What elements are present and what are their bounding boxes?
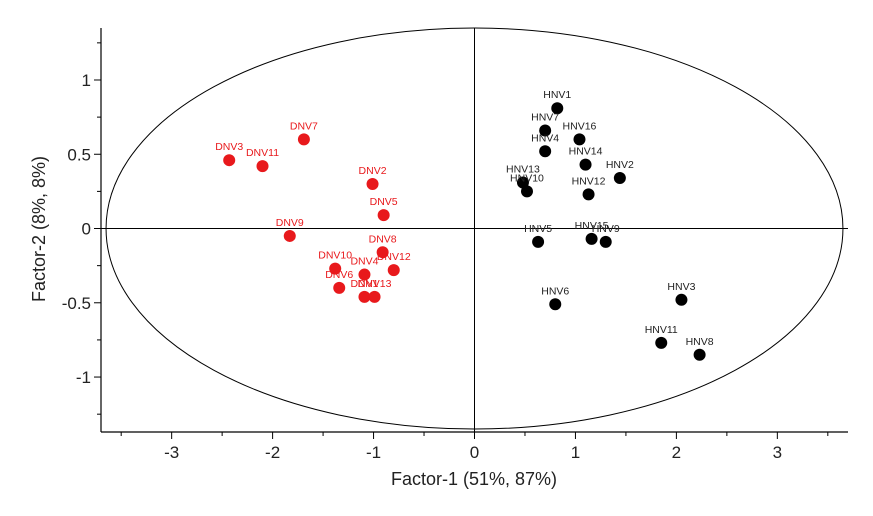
label-dnv2: DNV2: [359, 165, 387, 177]
x-tick-label: -1: [366, 443, 381, 462]
x-tick-label: -2: [265, 443, 280, 462]
label-hnv7: HNV7: [531, 111, 559, 123]
label-dnv5: DNV5: [370, 196, 398, 208]
point-hnv7: [539, 124, 552, 137]
label-hnv5: HNV5: [524, 223, 552, 235]
label-hnv4: HNV4: [531, 132, 559, 144]
point-hnv14: [579, 158, 592, 171]
x-tick-label: 0: [470, 443, 479, 462]
label-hnv3: HNV3: [667, 281, 695, 293]
label-dnv11: DNV11: [246, 147, 279, 159]
x-tick-label: 3: [773, 443, 782, 462]
point-hnv5: [532, 235, 545, 248]
point-hnv1: [551, 102, 564, 115]
label-hnv15: HNV15: [575, 220, 609, 232]
point-dnv4: [358, 268, 371, 281]
label-dnv9: DNV9: [276, 217, 304, 229]
point-hnv3: [675, 293, 688, 306]
point-dnv2: [366, 177, 379, 190]
x-tick-label: -3: [164, 443, 179, 462]
point-dnv7: [297, 133, 310, 146]
point-hnv8: [693, 348, 706, 361]
label-hnv11: HNV11: [645, 324, 678, 336]
point-dnv6: [333, 281, 346, 294]
label-hnv10: HNV10: [510, 172, 544, 184]
label-hnv1: HNV1: [543, 89, 571, 101]
label-dnv7: DNV7: [290, 120, 318, 132]
x-tick-label: 1: [571, 443, 580, 462]
label-dnv6: DNV6: [325, 269, 353, 281]
point-dnv8: [376, 246, 389, 259]
point-hnv15: [585, 232, 598, 245]
hotelling-ellipse: [105, 27, 844, 430]
y-tick-label: 0: [82, 220, 91, 239]
point-hnv10: [520, 185, 533, 198]
confidence-ellipse: [105, 27, 844, 430]
x-tick-label: 2: [672, 443, 681, 462]
point-hnv6: [549, 298, 562, 311]
point-hnv13: [516, 176, 529, 189]
point-dnv5: [377, 209, 390, 222]
point-dnv11: [256, 160, 269, 173]
label-dnv13: DNV13: [358, 278, 392, 290]
label-dnv10: DNV10: [318, 250, 352, 262]
point-dnv10: [329, 262, 342, 275]
label-hnv2: HNV2: [606, 159, 634, 171]
label-hnv6: HNV6: [541, 285, 569, 297]
label-hnv8: HNV8: [686, 336, 714, 348]
data-points: [223, 102, 706, 361]
x-axis-ticks: -3 -2 -1 0 1 2 3: [120, 432, 829, 462]
label-dnv12: DNV12: [377, 251, 411, 263]
label-hnv13: HNV13: [506, 163, 540, 175]
label-dnv3: DNV3: [215, 141, 243, 153]
label-dnv4: DNV4: [350, 256, 378, 268]
label-hnv12: HNV12: [572, 175, 606, 187]
point-dnv12: [387, 264, 400, 277]
point-hnv4: [539, 145, 552, 158]
y-tick-label: -1: [76, 368, 91, 387]
y-tick-label: -0.5: [62, 294, 91, 313]
label-hnv14: HNV14: [569, 146, 603, 158]
label-dnv1: DNV1: [350, 278, 378, 290]
label-dnv8: DNV8: [369, 233, 397, 245]
x-axis-title: Factor-1 (51%, 87%): [391, 469, 557, 489]
point-hnv16: [573, 133, 586, 146]
point-hnv9: [599, 235, 612, 248]
point-hnv11: [655, 336, 668, 349]
y-tick-label: 0.5: [67, 145, 91, 164]
point-hnv12: [582, 188, 595, 201]
point-dnv1: [358, 290, 371, 303]
point-dnv13: [368, 290, 381, 303]
label-hnv9: HNV9: [592, 223, 620, 235]
point-dnv3: [223, 154, 236, 167]
label-hnv16: HNV16: [563, 120, 597, 132]
point-dnv9: [283, 229, 296, 242]
y-axis-ticks: -1 -0.5 0 0.5 1: [62, 42, 101, 415]
y-tick-label: 1: [82, 71, 91, 90]
y-axis-title: Factor-2 (8%, 8%): [29, 156, 49, 302]
origin-crosshair: [101, 28, 848, 432]
point-hnv2: [613, 172, 626, 185]
